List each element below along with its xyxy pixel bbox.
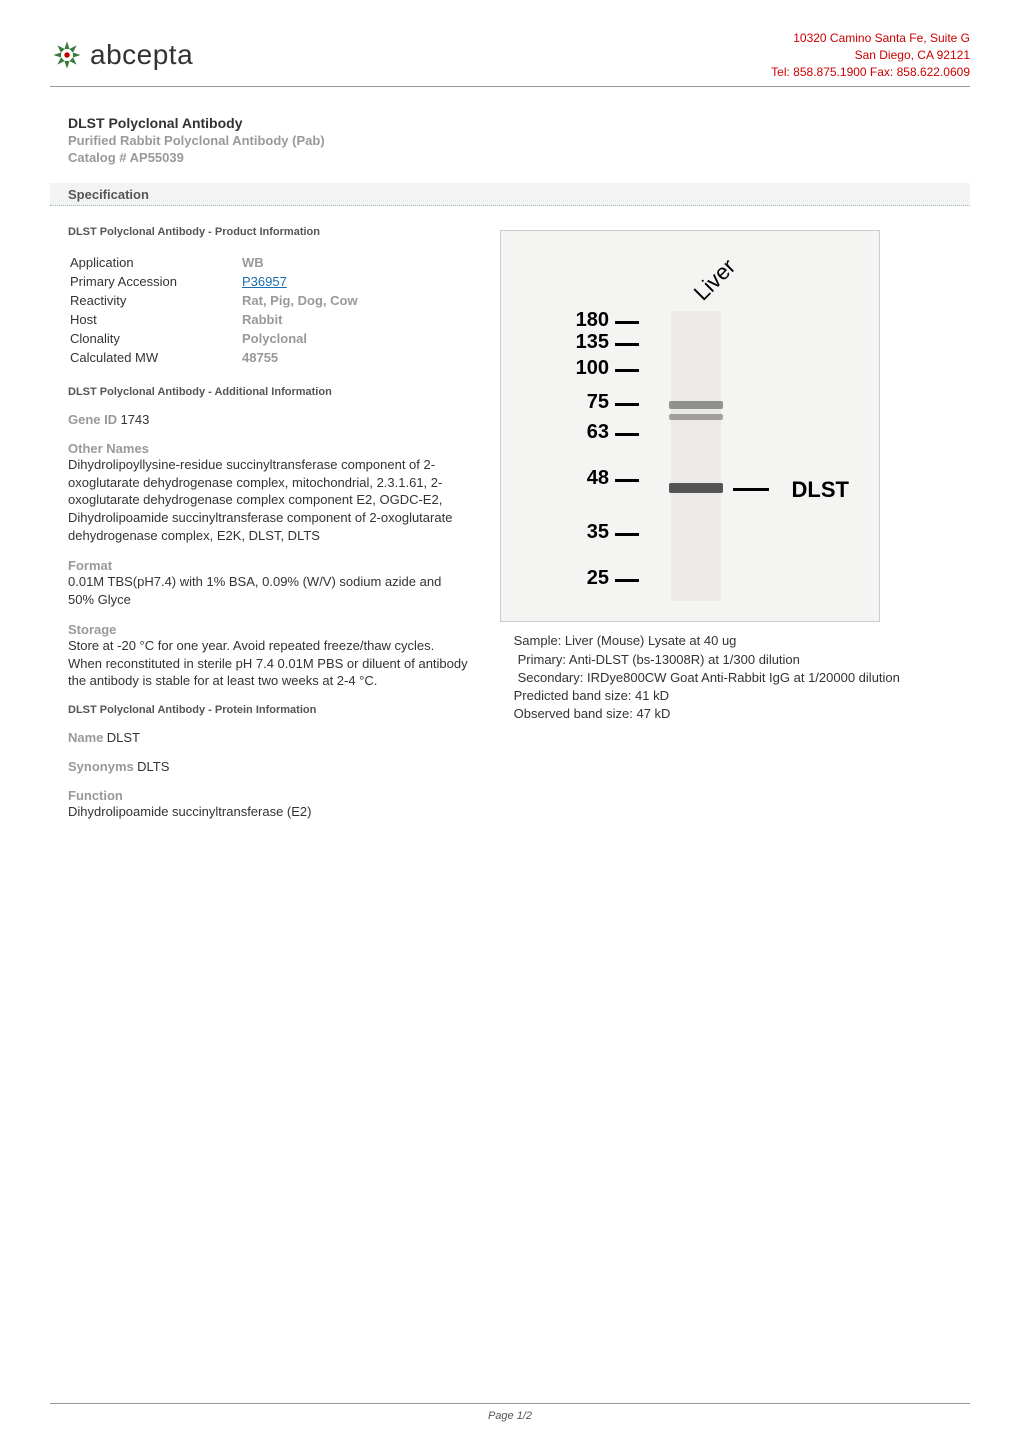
caption-line: Secondary: IRDye800CW Goat Anti-Rabbit I… xyxy=(506,669,970,687)
caption-line: Predicted band size: 41 kD xyxy=(506,687,970,705)
lane-header-label: Liver xyxy=(689,254,741,306)
format-value: 0.01M TBS(pH7.4) with 1% BSA, 0.09% (W/V… xyxy=(68,573,470,608)
address-line-2: San Diego, CA 92121 xyxy=(771,47,970,64)
function-label: Function xyxy=(68,788,470,803)
band-pointer-tick xyxy=(733,488,769,491)
table-cell-label: Host xyxy=(70,311,240,328)
table-cell-value: 48755 xyxy=(242,349,468,366)
table-row: Calculated MW48755 xyxy=(70,349,468,366)
additional-info-heading: DLST Polyclonal Antibody - Additional In… xyxy=(68,386,470,398)
right-column: Liver DLST 180135 100 75 63 48 35 25 Sample: L… xyxy=(500,226,970,834)
mw-marker-label: 35 xyxy=(549,521,609,544)
table-cell-label: Primary Accession xyxy=(70,273,240,290)
mw-marker-label: 100 xyxy=(549,357,609,380)
specification-heading: Specification xyxy=(68,187,149,202)
table-row: ClonalityPolyclonal xyxy=(70,330,468,347)
mw-marker-tick xyxy=(615,479,639,482)
mw-marker-tick xyxy=(615,321,639,324)
table-cell-value: Rat, Pig, Dog, Cow xyxy=(242,292,468,309)
table-row: ReactivityRat, Pig, Dog, Cow xyxy=(70,292,468,309)
mw-marker-tick xyxy=(615,433,639,436)
table-cell-value: Polyclonal xyxy=(242,330,468,347)
table-row: ApplicationWB xyxy=(70,254,468,271)
mw-marker-label: 135 xyxy=(549,331,609,354)
synonyms-value: DLTS xyxy=(137,759,169,774)
table-cell-value: WB xyxy=(242,254,468,271)
phone-fax: Tel: 858.875.1900 Fax: 858.622.0609 xyxy=(771,64,970,81)
logo-icon xyxy=(50,38,84,72)
page-container: abcepta 10320 Camino Santa Fe, Suite G S… xyxy=(0,0,1020,1442)
mw-marker-label: 75 xyxy=(549,391,609,414)
table-cell-label: Clonality xyxy=(70,330,240,347)
function-value: Dihydrolipoamide succinyltransferase (E2… xyxy=(68,803,470,821)
protein-name-label: Name xyxy=(68,730,103,745)
mw-marker-tick xyxy=(615,403,639,406)
mw-marker-tick xyxy=(615,343,639,346)
other-names-label: Other Names xyxy=(68,441,470,456)
product-subtitle: Purified Rabbit Polyclonal Antibody (Pab… xyxy=(68,133,970,148)
catalog-number: Catalog # AP55039 xyxy=(68,150,970,165)
table-cell-value: Rabbit xyxy=(242,311,468,328)
mw-marker-label: 63 xyxy=(549,421,609,444)
gene-id-label: Gene ID xyxy=(68,412,117,427)
blot-lane xyxy=(671,311,721,601)
gene-id-row: Gene ID 1743 xyxy=(68,412,470,427)
specification-section-bar: Specification xyxy=(50,183,970,206)
content-columns: DLST Polyclonal Antibody - Product Infor… xyxy=(50,226,970,834)
left-column: DLST Polyclonal Antibody - Product Infor… xyxy=(50,226,470,834)
title-block: DLST Polyclonal Antibody Purified Rabbit… xyxy=(68,115,970,165)
table-cell-label: Reactivity xyxy=(70,292,240,309)
protein-name-row: Name DLST xyxy=(68,730,470,745)
table-row: HostRabbit xyxy=(70,311,468,328)
address-line-1: 10320 Camino Santa Fe, Suite G xyxy=(771,30,970,47)
blot-band xyxy=(669,414,723,420)
format-label: Format xyxy=(68,558,470,573)
mw-marker-tick xyxy=(615,533,639,536)
company-name: abcepta xyxy=(90,39,193,71)
synonyms-label: Synonyms xyxy=(68,759,134,774)
blot-band xyxy=(669,483,723,493)
band-label: DLST xyxy=(792,477,849,503)
other-names-value: Dihydrolipoyllysine-residue succinyltran… xyxy=(68,456,470,544)
product-info-heading: DLST Polyclonal Antibody - Product Infor… xyxy=(68,226,470,238)
mw-marker-label: 25 xyxy=(549,567,609,590)
contact-block: 10320 Camino Santa Fe, Suite G San Diego… xyxy=(771,30,970,80)
protein-name-value: DLST xyxy=(107,730,140,745)
caption-line: Primary: Anti-DLST (bs-13008R) at 1/300 … xyxy=(506,651,970,669)
storage-value: Store at -20 °C for one year. Avoid repe… xyxy=(68,637,470,690)
table-row: Primary AccessionP36957 xyxy=(70,273,468,290)
caption-line: Observed band size: 47 kD xyxy=(506,705,970,723)
company-logo: abcepta xyxy=(50,38,193,72)
figure-caption: Sample: Liver (Mouse) Lysate at 40 ug Pr… xyxy=(500,632,970,723)
synonyms-row: Synonyms DLTS xyxy=(68,759,470,774)
caption-line: Sample: Liver (Mouse) Lysate at 40 ug xyxy=(506,632,970,650)
storage-label: Storage xyxy=(68,622,470,637)
mw-marker-label: 48 xyxy=(549,467,609,490)
table-cell-label: Application xyxy=(70,254,240,271)
page-number: Page 1/2 xyxy=(488,1410,532,1422)
page-footer: Page 1/2 xyxy=(50,1403,970,1422)
blot-band xyxy=(669,401,723,409)
western-blot-figure: Liver DLST 180135 100 75 63 48 35 25 xyxy=(500,230,880,622)
page-header: abcepta 10320 Camino Santa Fe, Suite G S… xyxy=(50,30,970,87)
table-cell-value: P36957 xyxy=(242,273,468,290)
product-info-table: ApplicationWBPrimary AccessionP36957Reac… xyxy=(68,252,470,368)
table-cell-label: Calculated MW xyxy=(70,349,240,366)
accession-link[interactable]: P36957 xyxy=(242,274,287,289)
mw-marker-tick xyxy=(615,579,639,582)
protein-info-heading: DLST Polyclonal Antibody - Protein Infor… xyxy=(68,704,470,716)
mw-marker-tick xyxy=(615,369,639,372)
mw-marker-label: 180 xyxy=(549,309,609,332)
product-title: DLST Polyclonal Antibody xyxy=(68,115,970,131)
gene-id-value: 1743 xyxy=(120,412,149,427)
